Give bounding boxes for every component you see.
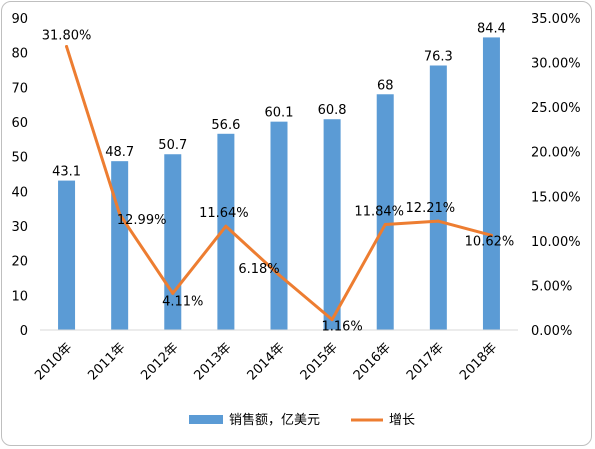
- bar-series: [58, 37, 500, 331]
- line-value-label: 11.84%: [354, 204, 404, 219]
- bar-value-label: 76.3: [424, 49, 453, 64]
- x-tick-label: 2012年: [138, 340, 181, 383]
- line-point: [171, 291, 175, 295]
- left-tick-label: 90: [11, 12, 28, 27]
- x-tick-label: 2014年: [245, 340, 288, 383]
- right-tick-label: 15.00%: [531, 190, 581, 205]
- bar: [270, 121, 288, 330]
- line-point: [277, 273, 281, 277]
- bar: [323, 119, 341, 330]
- bar-value-label: 68: [377, 78, 394, 93]
- line-point: [436, 219, 440, 223]
- right-tick-label: 5.00%: [531, 279, 572, 294]
- bar-value-label: 50.7: [158, 138, 187, 153]
- bar: [376, 94, 394, 331]
- left-tick-label: 80: [11, 47, 28, 62]
- line-value-label: 10.62%: [465, 234, 515, 249]
- line-value-label: 11.64%: [199, 206, 249, 221]
- bar-value-label: 56.6: [211, 118, 240, 133]
- bar: [58, 180, 76, 330]
- left-tick-label: 20: [11, 255, 28, 270]
- right-tick-label: 30.00%: [531, 57, 581, 72]
- bar-value-label: 84.4: [477, 21, 506, 36]
- line-value-label: 1.16%: [321, 320, 362, 335]
- right-tick-label: 20.00%: [531, 146, 581, 161]
- left-tick-label: 30: [11, 220, 28, 235]
- bar-value-label: 60.8: [318, 103, 347, 118]
- bar: [217, 133, 235, 330]
- x-tick-label: 2010年: [32, 340, 75, 383]
- line-point: [330, 318, 334, 322]
- left-tick-label: 50: [11, 151, 28, 166]
- right-axis: 0.00% 5.00% 10.00% 15.00% 20.00% 25.00% 30.00%…: [531, 12, 581, 339]
- x-tick-label: 2011年: [85, 340, 128, 383]
- right-tick-label: 10.00%: [531, 235, 581, 250]
- left-tick-label: 40: [11, 185, 28, 200]
- right-tick-label: 0.00%: [531, 324, 572, 339]
- line-value-label: 12.21%: [406, 201, 456, 216]
- right-tick-label: 25.00%: [531, 101, 581, 116]
- line-series: [65, 45, 493, 322]
- left-axis: 0 10 20 30 40 50 60 70 80 90: [11, 12, 28, 339]
- line-data-labels: 31.80%12.99%4.11%11.64%6.18%1.16%11.84% 1…: [42, 29, 514, 335]
- line-value-label: 4.11%: [162, 294, 203, 309]
- line-point: [65, 45, 69, 49]
- bar-value-label: 43.1: [52, 165, 81, 180]
- bar: [482, 37, 500, 331]
- bar: [429, 65, 447, 330]
- x-tick-label: 2017年: [404, 340, 447, 383]
- line-point: [489, 233, 493, 237]
- bar-data-labels: 43.1 48.7 50.7 56.6 60.1 60.8 68 76.3 84.4: [52, 21, 506, 179]
- left-tick-label: 0: [20, 324, 28, 339]
- line-value-label: 12.99%: [117, 213, 167, 228]
- legend-bar-label: 销售额，亿美元: [229, 412, 320, 428]
- x-tick-label: 2013年: [192, 340, 235, 383]
- x-tick-label: 2018年: [457, 340, 500, 383]
- legend: 销售额，亿美元 增长: [189, 412, 415, 428]
- x-tick-label: 2016年: [351, 340, 394, 383]
- right-tick-label: 35.00%: [531, 12, 581, 27]
- left-tick-label: 10: [11, 289, 28, 304]
- line-point: [224, 224, 228, 228]
- x-axis-labels: 2010年 2011年 2012年 2013年 2014年 2015年 2016年 2017年…: [32, 340, 500, 383]
- bar-value-label: 48.7: [105, 145, 134, 160]
- line-point: [383, 222, 387, 226]
- bar: [111, 161, 129, 330]
- line-point: [118, 212, 122, 216]
- line-value-label: 6.18%: [238, 262, 279, 277]
- bar-value-label: 60.1: [265, 106, 294, 121]
- legend-bar-swatch: [189, 415, 223, 424]
- left-tick-label: 60: [11, 116, 28, 131]
- x-tick-label: 2015年: [298, 340, 341, 383]
- left-tick-label: 70: [11, 81, 28, 96]
- legend-line-label: 增长: [389, 413, 415, 428]
- line-value-label: 31.80%: [42, 29, 92, 44]
